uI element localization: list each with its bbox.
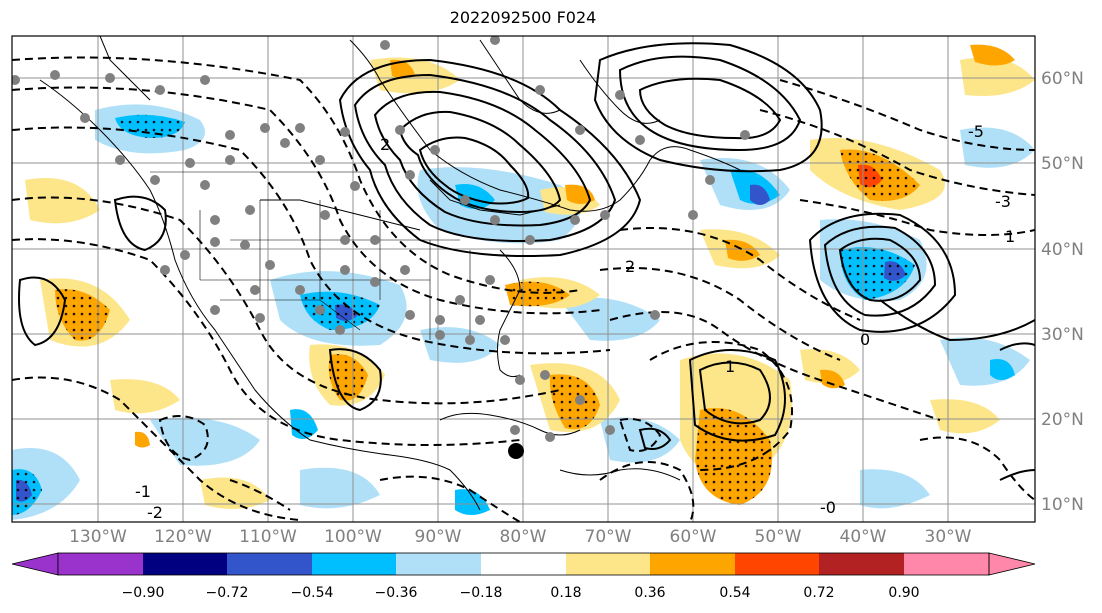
colorbar-segment xyxy=(566,553,650,575)
lon-label: 130°W xyxy=(69,527,127,547)
lat-label: 60°N xyxy=(1041,69,1084,89)
lon-label: 40°W xyxy=(840,527,887,547)
colorbar-segment xyxy=(227,553,312,575)
colorbar-segment xyxy=(312,553,396,575)
svg-text:2: 2 xyxy=(625,257,635,276)
svg-text:0: 0 xyxy=(860,330,870,349)
contour-labels: -1 -2 -3 -5 -0 0 1 2 1 2 xyxy=(135,122,1015,522)
colorbar-segment xyxy=(819,553,904,575)
colorbar-tick-label: −0.36 xyxy=(375,585,418,601)
lon-label: 50°W xyxy=(755,527,802,547)
svg-text:-1: -1 xyxy=(135,482,151,501)
map-title: 2022092500 F024 xyxy=(449,8,597,27)
colorbar-segment xyxy=(904,553,989,575)
lat-label: 50°N xyxy=(1041,154,1084,174)
lat-label: 20°N xyxy=(1041,410,1084,430)
colorbar-extend-low xyxy=(11,552,59,576)
svg-text:2: 2 xyxy=(380,135,390,154)
lat-label: 40°N xyxy=(1041,240,1084,260)
colorbar-tick-label: 0.36 xyxy=(634,585,665,601)
colorbar: −0.90 −0.72 −0.54 −0.36 −0.18 0.18 0.36 … xyxy=(11,552,1036,601)
lon-label: 60°W xyxy=(670,527,717,547)
svg-text:-5: -5 xyxy=(968,122,984,141)
svg-text:-3: -3 xyxy=(995,192,1011,211)
colorbar-tick-label: −0.18 xyxy=(460,585,503,601)
colorbar-segment xyxy=(650,553,735,575)
colorbar-tick-label: 0.54 xyxy=(719,585,750,601)
station-markers xyxy=(12,36,750,442)
colorbar-segment xyxy=(735,553,819,575)
colorbar-segment xyxy=(481,553,566,575)
lon-label: 90°W xyxy=(415,527,462,547)
colorbar-segment xyxy=(58,553,143,575)
dashed-contours xyxy=(12,56,1035,522)
colorbar-tick-label: −0.54 xyxy=(291,585,334,601)
colorbar-segment xyxy=(143,553,227,575)
colorbar-extend-high xyxy=(988,552,1036,576)
lon-label: 70°W xyxy=(585,527,632,547)
lon-label: 100°W xyxy=(324,527,382,547)
lon-label: 30°W xyxy=(925,527,972,547)
colorbar-tick-label: −0.72 xyxy=(206,585,249,601)
map-frame xyxy=(11,35,1036,523)
lat-label: 10°N xyxy=(1041,495,1084,515)
longitude-labels: 130°W 120°W 110°W 100°W 90°W 80°W 70°W 6… xyxy=(69,527,972,547)
latitude-labels: 60°N 50°N 40°N 30°N 20°N 10°N xyxy=(1041,69,1084,515)
svg-text:1: 1 xyxy=(725,357,735,376)
current-position-marker xyxy=(508,443,524,459)
anomaly-shading: -1 -2 -3 -5 -0 0 1 2 1 2 xyxy=(12,36,1035,522)
svg-text:1: 1 xyxy=(1005,227,1015,246)
lat-label: 30°N xyxy=(1041,325,1084,345)
colorbar-segment xyxy=(396,553,481,575)
colorbar-tick-label: 0.72 xyxy=(803,585,834,601)
lon-label: 110°W xyxy=(239,527,297,547)
colorbar-tick-label: −0.90 xyxy=(122,585,165,601)
colorbar-tick-label: 0.18 xyxy=(550,585,581,601)
lon-label: 120°W xyxy=(154,527,212,547)
colorbar-tick-label: 0.90 xyxy=(888,585,919,601)
solid-contours xyxy=(18,42,1035,481)
svg-text:-2: -2 xyxy=(147,503,163,522)
svg-text:-0: -0 xyxy=(820,498,836,517)
lon-label: 80°W xyxy=(500,527,547,547)
